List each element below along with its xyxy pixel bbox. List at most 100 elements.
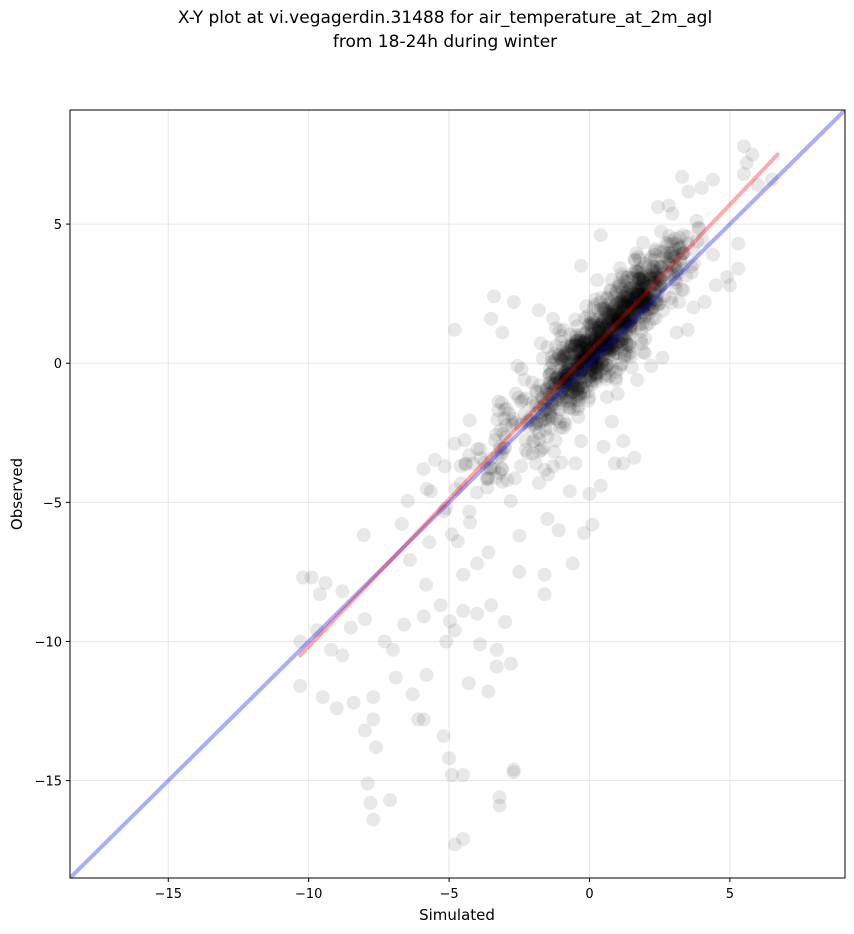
scatter-point [560,346,574,361]
scatter-point [616,316,631,331]
scatter-point [445,527,459,542]
scatter-point [544,396,559,411]
scatter-point [600,332,615,346]
scatter-point [638,269,652,284]
scatter-point [629,299,643,314]
scatter-point [548,321,563,336]
scatter-point [546,311,560,326]
scatter-point [603,284,618,299]
scatter-point [568,330,583,345]
scatter-point [554,371,569,386]
scatter-point [581,384,596,399]
scatter-point [559,339,574,354]
scatter-point [447,322,462,337]
scatter-point [462,448,476,463]
scatter-point [589,358,603,373]
scatter-point [507,471,522,486]
scatter-point [695,232,710,247]
scatter-point [600,390,614,404]
scatter-point [594,335,609,350]
scatter-point [608,370,623,385]
scatter-point [621,293,636,307]
scatter-point [416,609,431,624]
scatter-point [664,295,679,310]
scatter-point [577,386,592,400]
scatter-point [633,298,648,313]
scatter-point [493,423,508,438]
scatter-point [635,274,650,289]
axis-ticks: −15 −10 −5 0 5 5 0 −5 −10 −15 [35,218,734,902]
scatter-point [603,334,617,349]
scatter-point [419,667,434,682]
scatter-point [604,330,619,345]
scatter-point [572,348,587,363]
scatter-point [608,319,623,334]
scatter-point [560,362,575,377]
scatter-point [583,367,598,382]
scatter-point [615,306,630,321]
scatter-point [644,271,659,286]
scatter-point [605,340,620,354]
scatter-point [583,316,598,331]
scatter-point [663,234,678,249]
scatter-point [533,413,548,428]
scatter-point [622,298,637,313]
scatter-point [369,740,384,755]
scatter-point [518,442,533,457]
scatter-point [531,406,545,421]
scatter-point [506,765,521,780]
scatter-point [537,396,552,411]
scatter-point [555,393,570,408]
scatter-point [580,354,595,369]
scatter-point [600,329,615,344]
scatter-point [573,390,588,405]
scatter-point [636,299,651,314]
scatter-point [591,320,606,335]
scatter-point [575,335,590,350]
scatter-point [541,412,556,427]
scatter-point [647,252,662,267]
scatter-point [674,247,689,262]
scatter-point [574,362,589,377]
scatter-point [601,297,615,312]
scatter-point [595,342,610,357]
scatter-point [473,451,488,466]
scatter-point [569,333,584,348]
scatter-point [667,242,682,257]
scatter-point [456,603,471,618]
scatter-point [622,339,637,353]
scatter-point [676,245,691,260]
scatter-point [647,271,661,286]
scatter-point [582,347,597,362]
scatter-point [640,302,655,317]
scatter-point [619,286,634,301]
scatter-point [575,370,590,385]
scatter-point [609,303,624,318]
scatter-point [574,340,589,355]
scatter-point [608,310,623,324]
scatter-point [588,330,603,345]
scatter-point [624,271,639,285]
scatter-point [614,308,629,323]
scatter-point [638,295,653,310]
scatter-point [669,263,684,278]
scatter-point [611,314,626,329]
scatter-point [679,268,694,283]
scatter-point [609,365,624,379]
scatter-point [573,355,588,370]
scatter-point [544,365,559,380]
scatter-point [473,442,488,456]
scatter-point [598,367,613,382]
scatter-point [529,420,543,435]
scatter-point [630,288,645,303]
scatter-point [552,402,566,417]
scatter-point [595,330,610,345]
scatter-point [593,478,608,493]
scatter-point [633,310,648,325]
scatter-point [585,347,600,362]
scatter-point [572,366,586,381]
scatter-point [558,350,573,365]
scatter-point [492,466,507,480]
scatter-point [613,293,628,308]
scatter-point [648,295,663,310]
